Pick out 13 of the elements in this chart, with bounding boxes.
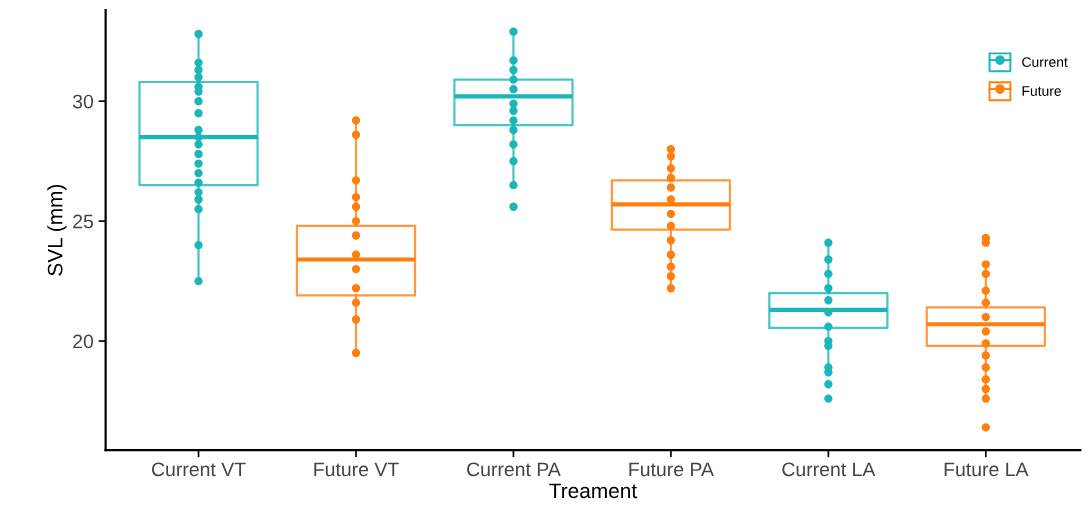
x-tick-label: Current VT	[151, 462, 246, 477]
x-tick-label: Current LA	[782, 462, 876, 477]
x-tick-label: Current PA	[467, 462, 561, 477]
x-axis-title: Treament	[549, 483, 637, 499]
y-axis-title: SVL (mm)	[47, 184, 67, 276]
y-tick-label: 25	[73, 214, 94, 229]
x-tick-label: Future LA	[944, 462, 1029, 477]
x-tick-label: Future VT	[314, 462, 399, 477]
x-tick-label: Future PA	[629, 462, 714, 477]
y-tick-label: 30	[72, 94, 94, 109]
y-tick-label: 20	[73, 334, 94, 349]
legend-label: Current	[1022, 57, 1068, 67]
legend-label: Future	[1022, 86, 1061, 96]
